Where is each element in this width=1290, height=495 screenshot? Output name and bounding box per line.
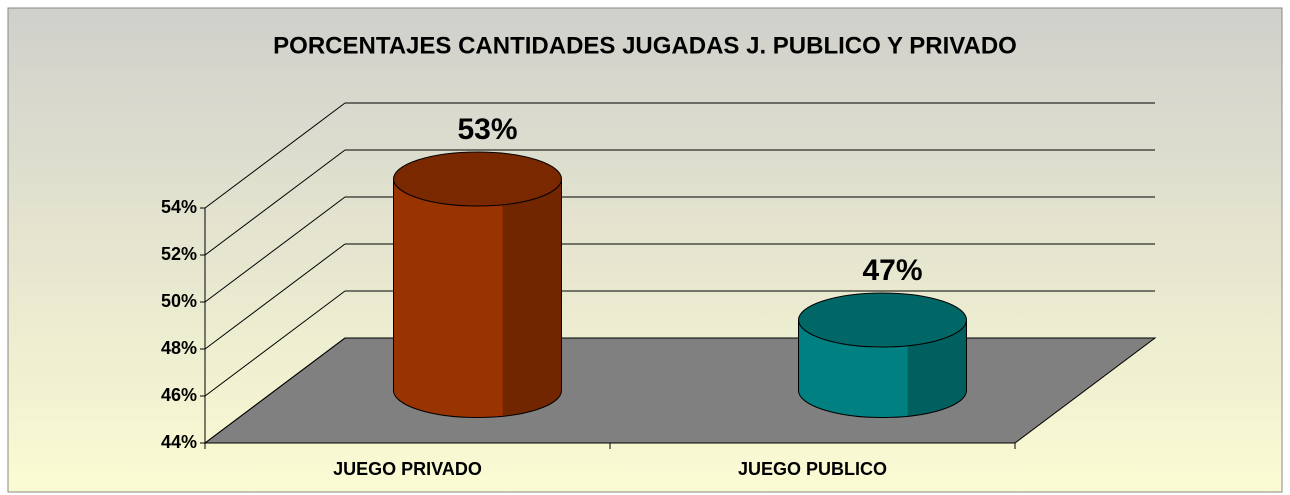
floor (203, 337, 1157, 444)
y-tick-label: 44% (161, 432, 197, 452)
cylinder (393, 151, 562, 418)
y-tick-label: 50% (161, 291, 197, 311)
cylinder-shade (502, 179, 562, 417)
x-tick-label: JUEGO PUBLICO (738, 459, 887, 479)
cylinder-top-shade (798, 293, 967, 347)
chart-title: PORCENTAJES CANTIDADES JUGADAS J. PUBLIC… (273, 32, 1017, 59)
cylinder-body (393, 178, 562, 418)
side-grid-line (204, 290, 346, 397)
y-tick-label: 46% (161, 385, 197, 405)
cylinder-top (393, 151, 562, 207)
cylinder-body (798, 319, 967, 418)
side-grid-line (204, 102, 346, 209)
y-tick-label: 52% (161, 244, 197, 264)
value-label: 53% (457, 113, 517, 146)
value-label: 47% (862, 254, 922, 287)
x-tick-label: JUEGO PRIVADO (333, 459, 482, 479)
cylinder-top-shade (393, 152, 562, 206)
y-tick-label: 54% (161, 197, 197, 217)
cylinder (798, 292, 967, 418)
side-grid-line (204, 196, 346, 303)
side-grid-line (204, 337, 346, 444)
cylinder-top (798, 292, 967, 348)
side-grid-line (204, 243, 346, 350)
y-tick-label: 48% (161, 338, 197, 358)
side-grid-line (204, 149, 346, 256)
